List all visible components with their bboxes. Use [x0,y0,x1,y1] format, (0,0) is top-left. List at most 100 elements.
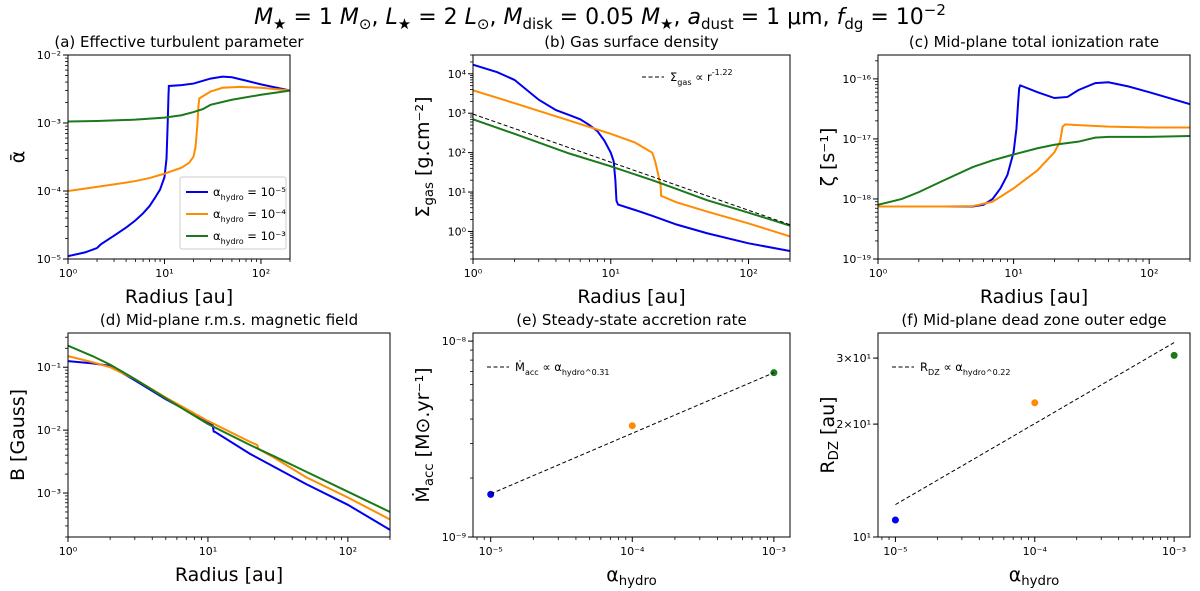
y-tick-label: 10⁻¹⁶ [842,73,871,86]
y-tick-label: 10⁻¹ [37,361,61,374]
x-tick-label: 10² [739,267,757,280]
y-axis-label: B [Gauss] [7,389,29,481]
data-point [628,422,636,430]
y-axis-label: ζ [s⁻¹] [817,128,839,187]
minor-ticks [470,54,791,262]
y-axis-label: Σgas [g.cm⁻²] [412,96,437,217]
y-tick-label: 10⁰ [448,225,467,238]
y-tick-label: 10⁻¹⁹ [842,253,871,266]
panel-title: (c) Mid-plane total ionization rate [909,33,1159,51]
axes-frame [877,54,1191,260]
y-tick-label: 10⁻² [37,49,61,62]
legend: Ṁacc ∝ αhydro^0.31 [487,359,610,377]
legend-label: Ṁacc ∝ αhydro^0.31 [515,359,610,377]
x-tick-label: 10⁻³ [762,545,786,558]
series-line [68,360,390,531]
y-tick-label: 3×10¹ [836,352,871,365]
y-tick-label: 10⁻³ [37,117,61,130]
legend-box [179,176,287,250]
x-axis-label: Radius [au] [175,564,283,586]
legend-label: Σgas ∝ r-1.22 [670,68,733,87]
data-point [487,490,495,498]
panel-title: (a) Effective turbulent parameter [54,33,304,51]
x-axis-label: Radius [au] [125,286,233,308]
panel-d: (d) Mid-plane r.m.s. magnetic field 10⁰ 10… [7,311,391,586]
fit-line [473,113,790,226]
y-tick-label: 10⁻³ [37,487,61,500]
x-axis-label: Radius [au] [577,286,685,308]
series-line [878,123,1190,208]
minor-ticks [470,349,768,540]
axes-frame [67,332,391,538]
axes-frame [472,54,791,260]
y-tick-label: 2×10¹ [836,418,871,431]
series-line [68,89,290,123]
y-tick-label: 10⁻⁴ [37,185,62,198]
series-line [68,344,390,513]
x-tick-label: 10⁰ [869,267,888,280]
series-line [68,85,290,192]
minor-ticks [875,357,1169,540]
y-tick-label: 10⁻⁸ [442,335,467,348]
panel-e: (e) Steady-state accretion rate 10⁻⁵ 10⁻⁴ 1… [411,311,791,589]
plot-area [68,75,290,258]
plot-area [68,344,390,531]
x-tick-label: 10² [252,267,270,280]
legend: αhydro = 10⁻⁵ αhydro = 10⁻⁴ αhydro = 10⁻³ [179,176,287,250]
axes-frame [472,332,791,538]
series-line [878,81,1190,208]
y-axis-label: ᾱ [7,151,29,164]
y-axis-label: Ṁacc [M⊙.yr⁻¹] [411,367,437,502]
x-tick-label: 10⁻⁵ [479,545,503,558]
data-point [891,516,899,524]
plot-area [487,369,778,498]
data-point [1170,351,1178,359]
x-tick-label: 10² [1140,267,1158,280]
panel-f: (f) Mid-plane dead zone outer edge 10⁻⁵ 10… [817,311,1191,589]
series-line [68,355,390,521]
series-line [473,89,790,238]
x-tick-label: 10⁰ [464,267,483,280]
y-tick-label: 10⁴ [448,68,467,81]
legend: Σgas ∝ r-1.22 [642,68,733,87]
legend-label: RDZ ∝ αhydro^0.22 [920,360,1011,377]
x-tick-label: 10⁻⁴ [1023,545,1048,558]
series-line [473,118,790,227]
panel-a: (a) Effective turbulent parameter 10⁰ 10¹ 1… [7,33,304,308]
y-tick-label: 10³ [448,107,466,120]
x-tick-label: 10⁻⁵ [883,545,907,558]
x-tick-label: 10¹ [602,267,620,280]
panel-b: (b) Gas surface density 10⁰ 10¹ 10² 10⁰ 10¹ 10… [412,33,791,308]
legend-label: αhydro = 10⁻⁴ [213,207,286,224]
fit-line [895,342,1175,506]
legend-label: αhydro = 10⁻⁵ [213,185,286,202]
figure-suptitle: M★ = 1 M⊙, L★ = 2 L⊙, Mdisk = 0.05 M★, a… [254,1,946,33]
x-axis-label: αhydro [1009,564,1060,589]
axes-frame [67,54,291,260]
x-tick-label: 10¹ [199,545,217,558]
panel-title: (f) Mid-plane dead zone outer edge [901,311,1166,329]
y-axis-label: RDZ [au] [817,396,842,473]
plot-area [473,63,790,252]
y-tick-label: 10⁻¹⁷ [842,133,871,146]
x-tick-label: 10¹ [1004,267,1022,280]
y-tick-label: 10⁻⁵ [37,253,61,266]
y-tick-label: 10¹ [853,531,871,544]
x-tick-label: 10⁻³ [1162,545,1186,558]
data-point [1031,399,1039,407]
y-tick-label: 10¹ [448,186,466,199]
plot-area [891,342,1178,524]
panel-title: (e) Steady-state accretion rate [516,311,747,329]
panel-title: (b) Gas surface density [544,33,719,51]
series-line [878,134,1190,206]
y-tick-label: 10⁻⁹ [442,531,466,544]
y-tick-label: 10⁻¹⁸ [842,193,871,206]
x-tick-label: 10⁰ [59,545,78,558]
x-axis-label: Radius [au] [980,286,1088,308]
legend: RDZ ∝ αhydro^0.22 [892,360,1011,377]
y-tick-label: 10⁻² [37,424,61,437]
x-tick-label: 10¹ [155,267,173,280]
x-tick-label: 10² [339,545,357,558]
